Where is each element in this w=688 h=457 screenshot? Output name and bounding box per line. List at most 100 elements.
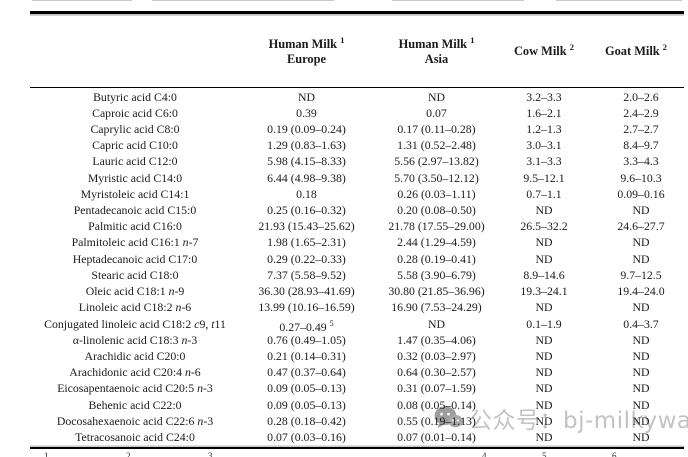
value-cell: 0.1–1.9 xyxy=(526,316,562,331)
value-cell: 0.39 xyxy=(296,105,317,120)
table-row: Eicosapentaenoic acid C20:5 n-3 0.09 (0.0… xyxy=(30,380,684,396)
table-row: Conjugated linoleic acid C18:2 c9, t11 0.… xyxy=(30,316,684,334)
fatty-acid-label: Butyric acid C4:0 xyxy=(93,89,177,104)
footnote-ref: 2 xyxy=(569,42,575,53)
value-cell: 2.7–2.7 xyxy=(623,121,659,136)
value-cell: ND xyxy=(427,316,446,331)
value-cell: 9.7–12.5 xyxy=(620,267,662,282)
value-cell: ND xyxy=(632,430,650,445)
cropped-top-fragment xyxy=(392,0,524,2)
column-header-title: Human Milk xyxy=(398,37,468,52)
value-cell: 0.47 (0.37–0.64) xyxy=(267,365,346,380)
table-row: Palmitoleic acid C16:1 n-7 1.98 (1.65–2.3… xyxy=(30,234,684,250)
value-cell: 1.98 (1.65–2.31) xyxy=(267,235,346,250)
value-cell: 0.08 (0.05–0.14) xyxy=(397,397,476,412)
cropped-footnote-line: 1 2 3 4 5 6 xyxy=(30,451,684,457)
value-cell: ND xyxy=(632,203,650,218)
value-cell: ND xyxy=(632,235,650,250)
table-row: Arachidonic acid C20:4 n-6 0.47 (0.37–0.6… xyxy=(30,364,684,380)
column-header-human-milk-asia: Human Milk 1 Asia xyxy=(373,33,500,67)
value-cell: 26.5–32.2 xyxy=(520,219,568,234)
value-cell: 21.78 (17.55–29.00) xyxy=(388,219,485,234)
value-cell: 0.26 (0.03–1.11) xyxy=(397,186,476,201)
watermark: 公众号：bj-milkyway xyxy=(433,401,688,435)
fatty-acid-label: Lauric acid C12:0 xyxy=(92,154,178,169)
footnote-ref: 1 xyxy=(340,34,345,45)
footnote-ref: 1 xyxy=(470,34,475,45)
table-row: Oleic acid C18:1 n-9 36.30 (28.93–41.69) 3… xyxy=(30,283,684,299)
value-cell: ND xyxy=(535,251,553,266)
fatty-acid-label: Oleic acid C18:1 n-9 xyxy=(85,284,185,299)
fatty-acid-label: Pentadecanoic acid C15:0 xyxy=(73,203,197,218)
value-cell: 3.3–4.3 xyxy=(623,154,659,169)
value-cell: 0.19 (0.09–0.24) xyxy=(267,121,346,136)
value-cell: 13.99 (10.16–16.59) xyxy=(258,300,355,315)
value-cell: ND xyxy=(632,300,650,315)
value-cell: 6.44 (4.98–9.38) xyxy=(267,170,346,185)
table-row: Stearic acid C18:0 7.37 (5.58–9.52) 5.58 (… xyxy=(30,267,684,283)
column-header-human-milk-europe: Human Milk 1 Europe xyxy=(240,33,373,67)
footnote-marker: 6 xyxy=(612,451,617,457)
fatty-acid-label: Capric acid C10:0 xyxy=(92,138,178,153)
fatty-acid-label: Heptadecanoic acid C17:0 xyxy=(72,251,198,266)
fatty-acid-label: Linoleic acid C18:2 n-6 xyxy=(78,300,192,315)
value-cell: ND xyxy=(632,413,650,428)
value-cell: 30.80 (21.85–36.96) xyxy=(388,284,485,299)
value-cell: 5.58 (3.90–6.79) xyxy=(397,267,476,282)
table-row: Tetracosanoic acid C24:0 0.07 (0.03–0.16)… xyxy=(30,429,684,445)
fatty-acid-label: Caproic acid C6:0 xyxy=(92,105,178,120)
fatty-acid-label: Myristic acid C14:0 xyxy=(87,170,183,185)
value-cell: 0.4–3.7 xyxy=(623,316,659,331)
table-row: Caproic acid C6:0 0.39 0.07 1.6–2.1 2.4–2.9 xyxy=(30,105,684,121)
value-cell: 0.18 xyxy=(296,186,317,201)
value-cell: 16.90 (7.53–24.29) xyxy=(391,300,482,315)
value-cell: ND xyxy=(535,413,553,428)
fatty-acid-label: Myristoleic acid C14:1 xyxy=(80,186,190,201)
value-cell: 0.17 (0.11–0.28) xyxy=(397,121,476,136)
value-cell: 0.64 (0.30–2.57) xyxy=(397,365,476,380)
table-top-rule xyxy=(30,11,684,14)
value-cell: ND xyxy=(535,332,553,347)
value-cell: 5.70 (3.50–12.12) xyxy=(394,170,479,185)
table-row: Pentadecanoic acid C15:0 0.25 (0.16–0.32)… xyxy=(30,202,684,218)
fatty-acid-label: Palmitic acid C16:0 xyxy=(88,219,182,234)
value-cell: ND xyxy=(535,397,553,412)
table-row: Capric acid C10:0 1.29 (0.83–1.63) 1.31 (0… xyxy=(30,137,684,153)
value-cell: ND xyxy=(632,251,650,266)
value-cell: 1.2–1.3 xyxy=(526,121,562,136)
value-cell: 9.6–10.3 xyxy=(620,170,662,185)
value-cell: 0.31 (0.07–1.59) xyxy=(397,381,476,396)
value-cell: 0.20 (0.08–0.50) xyxy=(397,203,476,218)
value-cell: 3.1–3.3 xyxy=(526,154,562,169)
value-cell: ND xyxy=(535,235,553,250)
value-cell: 2.4–2.9 xyxy=(623,105,659,120)
table-header-row: Human Milk 1 Europe Human Milk 1 Asia Co… xyxy=(30,14,684,86)
value-cell: 0.76 (0.49–1.05) xyxy=(267,332,346,347)
value-cell: 7.37 (5.58–9.52) xyxy=(267,267,346,282)
value-cell: 0.7–1.1 xyxy=(526,186,562,201)
value-cell: ND xyxy=(535,300,553,315)
value-cell: 0.07 xyxy=(426,105,447,120)
value-cell: 1.29 (0.83–1.63) xyxy=(267,138,346,153)
value-cell: 36.30 (28.93–41.69) xyxy=(258,284,355,299)
value-cell: 0.25 (0.16–0.32) xyxy=(267,203,346,218)
fatty-acid-label: Eicosapentaenoic acid C20:5 n-3 xyxy=(57,381,213,396)
table-body: Butyric acid C4:0 ND ND 3.2–3.3 2.0–2.6 Capro… xyxy=(30,89,684,446)
fatty-acid-label: Arachidonic acid C20:4 n-6 xyxy=(69,365,201,380)
fatty-acid-label: Palmitoleic acid C16:1 n-7 xyxy=(71,235,199,250)
footnote-ref: 2 xyxy=(662,42,668,53)
value-cell: 1.31 (0.52–2.48) xyxy=(397,138,476,153)
table-row: Behenic acid C22:0 0.09 (0.05–0.13) 0.08 (… xyxy=(30,397,684,413)
value-cell: 19.4–24.0 xyxy=(617,284,665,299)
column-header-goat-milk: Goat Milk 2 xyxy=(588,40,684,59)
table-row: α-linolenic acid C18:3 n-3 0.76 (0.49–1.0… xyxy=(30,332,684,348)
table-row: Arachidic acid C20:0 0.21 (0.14–0.31) 0.32… xyxy=(30,348,684,364)
value-cell: ND xyxy=(632,397,650,412)
cropped-top-fragment xyxy=(32,0,132,2)
wechat-icon xyxy=(434,406,463,429)
value-cell: 0.27–0.49 5 xyxy=(279,318,334,334)
table-row: Butyric acid C4:0 ND ND 3.2–3.3 2.0–2.6 xyxy=(30,89,684,105)
value-cell: ND xyxy=(297,89,316,104)
value-cell: 2.0–2.6 xyxy=(623,89,659,104)
